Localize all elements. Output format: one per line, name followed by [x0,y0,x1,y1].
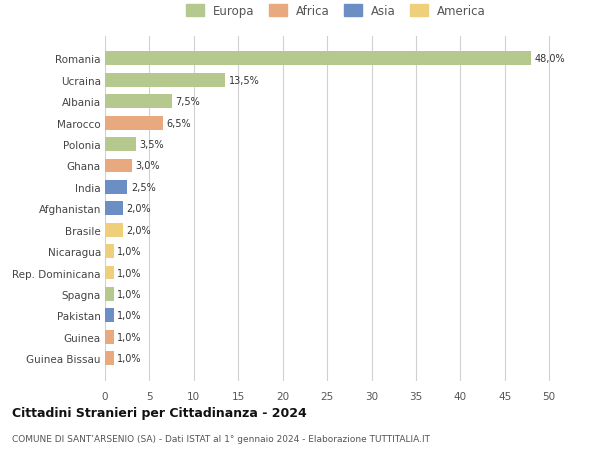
Bar [105,74,225,88]
Bar [105,159,131,173]
Text: 1,0%: 1,0% [118,311,142,321]
Bar [105,309,114,323]
Bar [105,52,532,66]
Text: 2,0%: 2,0% [127,225,151,235]
Bar [105,138,136,152]
Text: 48,0%: 48,0% [535,54,566,64]
Bar [105,266,114,280]
Bar [105,202,123,216]
Text: 6,5%: 6,5% [166,118,191,129]
Text: 1,0%: 1,0% [118,268,142,278]
Bar [105,180,127,195]
Text: 2,5%: 2,5% [131,183,155,192]
Bar [105,287,114,301]
Text: 3,5%: 3,5% [140,140,164,150]
Text: 1,0%: 1,0% [118,289,142,299]
Text: 7,5%: 7,5% [175,97,200,107]
Bar [105,330,114,344]
Bar [105,352,114,365]
Bar [105,245,114,258]
Bar [105,117,163,130]
Legend: Europa, Africa, Asia, America: Europa, Africa, Asia, America [184,3,488,21]
Text: COMUNE DI SANT’ARSENIO (SA) - Dati ISTAT al 1° gennaio 2024 - Elaborazione TUTTI: COMUNE DI SANT’ARSENIO (SA) - Dati ISTAT… [12,434,430,443]
Text: 13,5%: 13,5% [229,76,259,86]
Text: 1,0%: 1,0% [118,353,142,364]
Text: 3,0%: 3,0% [135,161,160,171]
Text: 1,0%: 1,0% [118,332,142,342]
Bar [105,223,123,237]
Text: Cittadini Stranieri per Cittadinanza - 2024: Cittadini Stranieri per Cittadinanza - 2… [12,406,307,419]
Text: 2,0%: 2,0% [127,204,151,214]
Text: 1,0%: 1,0% [118,246,142,257]
Bar [105,95,172,109]
